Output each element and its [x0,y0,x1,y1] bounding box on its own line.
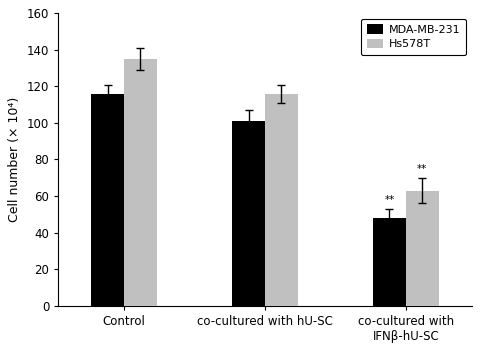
Legend: MDA-MB-231, Hs578T: MDA-MB-231, Hs578T [361,19,466,55]
Bar [406,191,439,306]
Text: **: ** [384,195,395,205]
Bar [232,121,265,306]
Y-axis label: Cell number (× 10⁴): Cell number (× 10⁴) [8,97,21,222]
Bar [265,94,298,306]
Bar [124,59,157,306]
Text: **: ** [417,164,428,174]
Bar [91,94,124,306]
Bar [373,218,406,306]
